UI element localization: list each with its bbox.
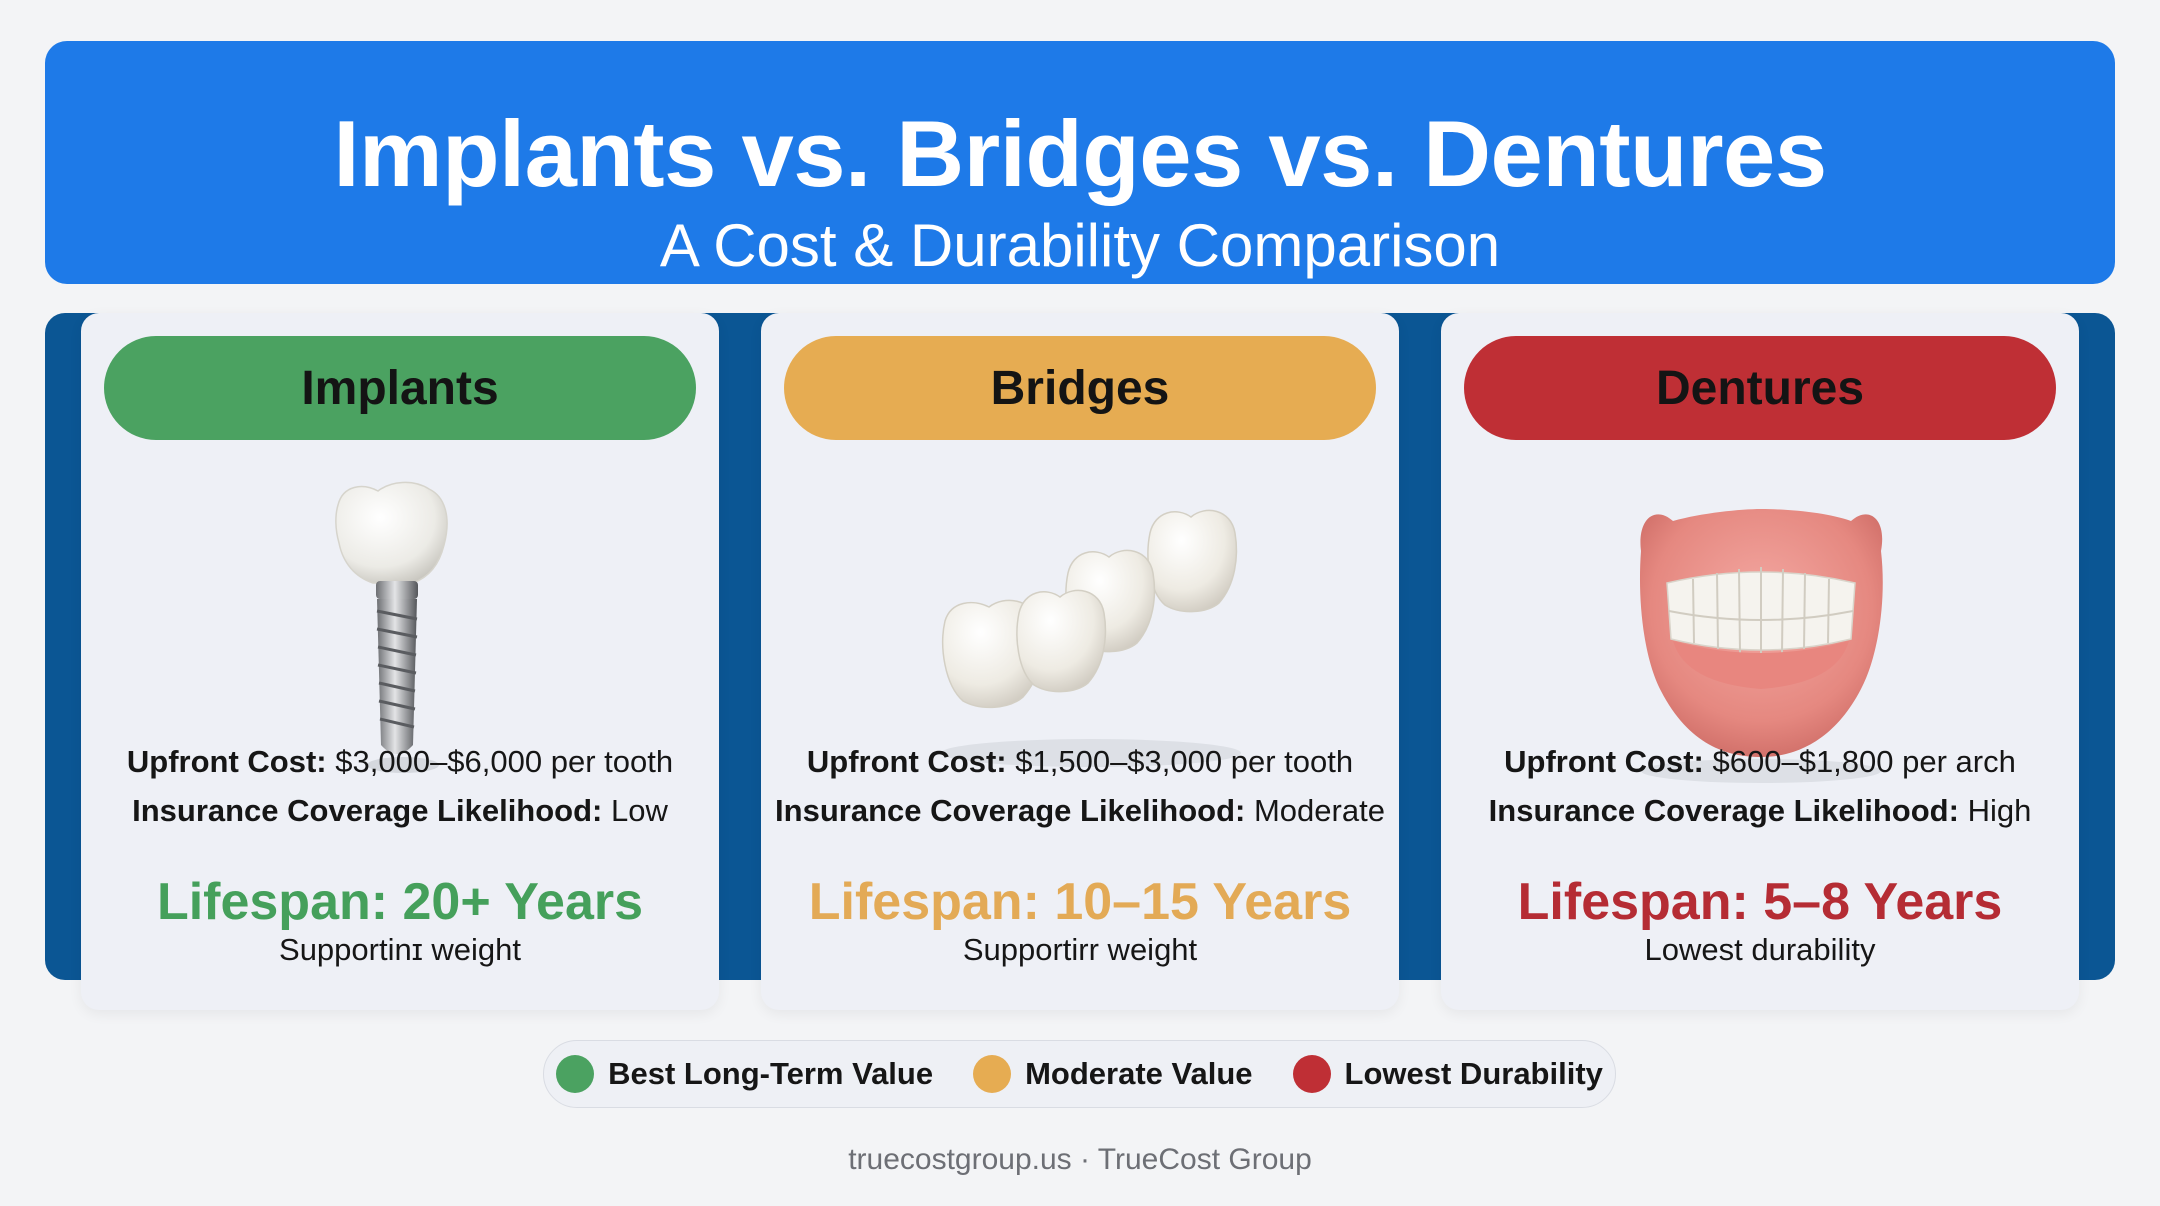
implants-upfront-cost: Upfront Cost: $3,000–$6,000 per tooth bbox=[81, 746, 719, 777]
legend-item-lowest-durability: Lowest Durability bbox=[1292, 1055, 1603, 1093]
legend-item-moderate-value: Moderate Value bbox=[973, 1055, 1253, 1093]
upfront-cost-value: $600–$1,800 per arch bbox=[1712, 744, 2016, 779]
insurance-value: Moderate bbox=[1253, 793, 1385, 828]
page-subtitle: A Cost & Durability Comparison bbox=[659, 212, 1501, 279]
upfront-cost-label: Upfront Cost: bbox=[126, 744, 327, 779]
dentures-icon bbox=[1639, 509, 1883, 783]
page-title: Implants vs. Bridges vs. Dentures bbox=[333, 101, 1827, 206]
legend-label: Best Long-Term Value bbox=[608, 1056, 934, 1091]
amber-dot-icon bbox=[973, 1055, 1012, 1093]
legend-label: Lowest Durability bbox=[1344, 1056, 1603, 1091]
dentures-header-pill: Dentures bbox=[1464, 336, 2056, 440]
implants-lifespan-note: Supportinɪ weight bbox=[279, 932, 521, 967]
header-banner: Implants vs. Bridges vs. Dentures A Cost… bbox=[45, 41, 2115, 284]
dentures-lifespan: Lifespan: 5–8 Years bbox=[1517, 873, 2003, 931]
dentures-insurance: Insurance Coverage Likelihood: High bbox=[1441, 795, 2079, 826]
upfront-cost-value: $1,500–$3,000 per tooth bbox=[1015, 744, 1354, 779]
legend: Best Long-Term Value Moderate Value Lowe… bbox=[543, 1040, 1616, 1108]
footer-credit: truecostgroup.us · TrueCost Group bbox=[848, 1143, 1312, 1176]
insurance-label: Insurance Coverage Likelihood: bbox=[775, 793, 1246, 828]
dental-bridge-icon bbox=[941, 509, 1241, 767]
implants-card: Implants bbox=[81, 313, 719, 1010]
implants-header-pill: Implants bbox=[104, 336, 696, 440]
upfront-cost-label: Upfront Cost: bbox=[1504, 744, 1704, 779]
implants-lifespan: Lifespan: 20+ Years bbox=[156, 873, 644, 931]
upfront-cost-label: Upfront Cost: bbox=[806, 744, 1007, 779]
dentures-upfront-cost: Upfront Cost: $600–$1,800 per arch bbox=[1441, 746, 2079, 777]
dentures-lifespan-note: Lowest durability bbox=[1644, 932, 1876, 967]
bridges-header-pill: Bridges bbox=[784, 336, 1376, 440]
legend-label: Moderate Value bbox=[1025, 1056, 1253, 1091]
bridges-lifespan-note: Supportirr weight bbox=[962, 932, 1198, 967]
insurance-label: Insurance Coverage Likelihood: bbox=[132, 793, 603, 828]
upfront-cost-value: $3,000–$6,000 per tooth bbox=[335, 744, 674, 779]
legend-item-best-value: Best Long-Term Value bbox=[556, 1055, 933, 1093]
dental-implant-icon bbox=[335, 481, 448, 773]
insurance-value: Low bbox=[611, 793, 668, 828]
red-dot-icon bbox=[1292, 1055, 1331, 1093]
green-dot-icon bbox=[556, 1055, 595, 1093]
insurance-label: Insurance Coverage Likelihood: bbox=[1488, 793, 1959, 828]
insurance-value: High bbox=[1967, 793, 2032, 828]
bridges-insurance: Insurance Coverage Likelihood: Moderate bbox=[761, 795, 1399, 826]
dentures-card: Dentures bbox=[1441, 313, 2079, 1010]
bridges-upfront-cost: Upfront Cost: $1,500–$3,000 per tooth bbox=[761, 746, 1399, 777]
implants-insurance: Insurance Coverage Likelihood: Low bbox=[81, 795, 719, 826]
bridges-lifespan: Lifespan: 10–15 Years bbox=[808, 873, 1352, 931]
bridges-card: Bridges Upfront Cost: $1,500–$3,000 per … bbox=[761, 313, 1399, 1010]
